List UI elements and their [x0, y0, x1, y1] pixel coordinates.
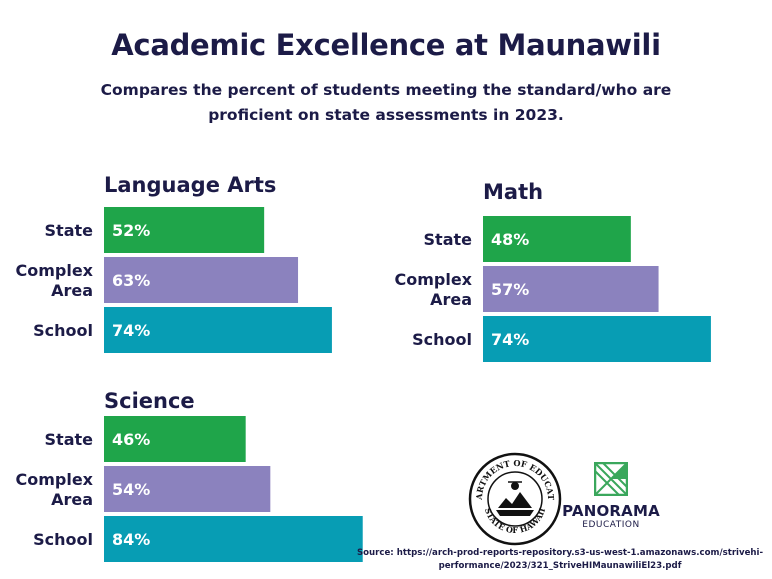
- language-arts-value-label-school: 74%: [112, 321, 150, 340]
- page-title: Academic Excellence at Maunawili: [111, 28, 661, 62]
- science-value-label-complex-area: 54%: [112, 480, 150, 499]
- science-bar-complex-area: [104, 466, 271, 512]
- language-arts-category-label-complex-area-line-2: Area: [51, 281, 93, 300]
- math-value-label-complex-area: 57%: [491, 280, 529, 299]
- language-arts-value-label-complex-area: 63%: [112, 271, 150, 290]
- language-arts-category-label-complex-area-line-1: Complex: [15, 261, 93, 280]
- language-arts-category-label-state: State: [45, 221, 94, 240]
- panorama-logo-icon: [593, 461, 629, 497]
- science-category-label-complex-area-line-2: Area: [51, 490, 93, 509]
- math-category-label-complex-area-line-1: Complex: [394, 270, 472, 289]
- language-arts-bar-complex-area: [104, 257, 299, 303]
- science-category-label-school: School: [33, 530, 93, 549]
- science-value-label-school: 84%: [112, 530, 150, 549]
- language-arts-bar-state: [104, 207, 265, 253]
- panorama-education-logo: PANORAMA EDUCATION: [556, 461, 666, 530]
- science-bar-state: [104, 416, 246, 462]
- math-bar-complex-area: [483, 266, 659, 312]
- math-bar-state: [483, 216, 631, 262]
- math-value-label-school: 74%: [491, 330, 529, 349]
- language-arts-value-label-state: 52%: [112, 221, 150, 240]
- source-line-2: performance/2023/321_StriveHIMaunawiliEl…: [438, 561, 682, 571]
- science-chart-title: Science: [104, 389, 195, 413]
- math-value-label-state: 48%: [491, 230, 529, 249]
- math-bar-school: [483, 316, 711, 362]
- science-category-label-state: State: [45, 430, 94, 449]
- department-of-education-seal: DEPARTMENT OF EDUCATION STATE OF HAWAII: [464, 444, 562, 546]
- math-category-label-state: State: [424, 230, 473, 249]
- source-line-1: Source: https://arch-prod-reports-reposi…: [356, 548, 764, 558]
- panorama-name: PANORAMA: [562, 502, 660, 520]
- science-bar-school: [104, 516, 363, 562]
- science-value-label-state: 46%: [112, 430, 150, 449]
- language-arts-bar-school: [104, 307, 332, 353]
- math-category-label-complex-area-line-2: Area: [430, 290, 472, 309]
- source-note: Source: https://arch-prod-reports-reposi…: [350, 547, 770, 573]
- language-arts-category-label-school: School: [33, 321, 93, 340]
- seal-icon: DEPARTMENT OF EDUCATION STATE OF HAWAII: [464, 444, 562, 546]
- panorama-sub: EDUCATION: [582, 520, 640, 530]
- math-chart-title: Math: [483, 180, 543, 204]
- math-category-label-school: School: [412, 330, 472, 349]
- science-category-label-complex-area-line-1: Complex: [15, 470, 93, 489]
- page-subtitle: Compares the percent of students meeting…: [100, 81, 672, 124]
- language-arts-chart-title: Language Arts: [104, 173, 276, 197]
